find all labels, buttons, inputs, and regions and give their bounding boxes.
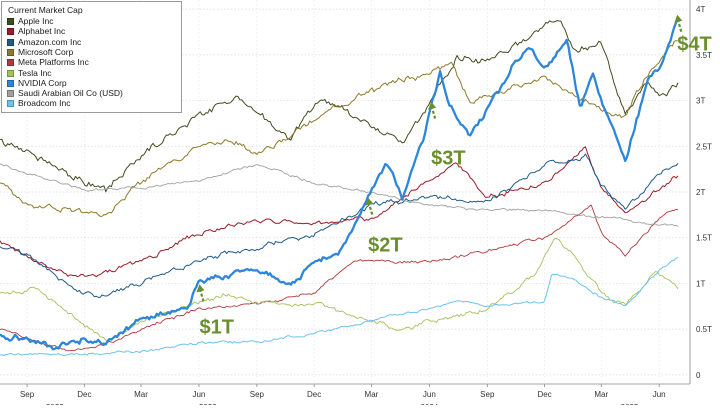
- x-tick-label: Dec: [77, 390, 91, 399]
- legend-item: Broadcom Inc: [7, 98, 70, 108]
- milestone-label: $4T: [677, 33, 711, 55]
- milestone-label: $2T: [368, 234, 402, 256]
- y-tick-label: 4T: [696, 5, 705, 14]
- series-line-apple-inc: [0, 20, 679, 193]
- legend-item: Microsoft Corp: [7, 47, 73, 57]
- legend-label: Tesla Inc: [18, 67, 52, 78]
- milestone-arrow-head: [428, 101, 437, 110]
- legend-item: Meta Platforms Inc: [7, 57, 89, 67]
- x-tick-label: Mar: [594, 390, 608, 399]
- legend-swatch: [7, 18, 14, 25]
- legend-label: Microsoft Corp: [18, 46, 74, 57]
- legend-item: NVIDIA Corp: [7, 78, 67, 88]
- y-tick-label: 2T: [696, 188, 705, 197]
- y-tick-label: 2.5T: [696, 142, 712, 151]
- legend-label: Amazon.com Inc: [18, 36, 82, 47]
- x-tick-label: Dec: [537, 390, 551, 399]
- series-line-nvidia-corp: [0, 15, 680, 351]
- milestone-label: $1T: [199, 317, 233, 339]
- legend-swatch: [7, 28, 14, 36]
- legend-label: Saudi Arabian Oil Co (USD): [18, 88, 123, 99]
- y-tick-label: 3T: [696, 97, 705, 106]
- y-tick-label: 0.5T: [696, 325, 712, 334]
- y-tick-label: 0: [696, 371, 701, 380]
- legend-label: NVIDIA Corp: [18, 77, 67, 88]
- legend-swatch: [7, 48, 14, 56]
- legend-item: Saudi Arabian Oil Co (USD): [7, 88, 123, 98]
- legend-swatch: [7, 69, 14, 77]
- milestone-label: $3T: [431, 148, 465, 170]
- milestone-annotation: $3T: [428, 101, 466, 170]
- legend: Current Market Cap Apple Inc Alphabet Inc…: [1, 1, 182, 113]
- y-tick-label: 1T: [696, 279, 705, 288]
- legend-label: Apple Inc: [18, 16, 54, 26]
- legend-item: Apple Inc: [7, 16, 53, 26]
- legend-item: Tesla Inc: [7, 68, 52, 78]
- milestone-annotation: $2T: [365, 197, 403, 257]
- series-line-saudi-arabian-oil-co-usd: [0, 163, 679, 227]
- series-line-microsoft-corp: [0, 40, 679, 217]
- legend-item: Alphabet Inc: [7, 26, 65, 36]
- x-tick-label: Jun: [192, 390, 205, 399]
- legend-swatch: [7, 59, 14, 67]
- milestone-annotation: $4T: [674, 14, 712, 56]
- x-tick-label: Sep: [20, 390, 35, 399]
- legend-label: Alphabet Inc: [18, 26, 66, 37]
- milestone-arrow-head: [365, 197, 374, 206]
- milestone-arrow-head: [674, 14, 683, 23]
- legend-title: Current Market Cap: [8, 5, 83, 15]
- x-tick-label: Mar: [134, 390, 148, 399]
- milestone-arrow-head: [196, 284, 205, 293]
- legend-swatch: [7, 38, 14, 46]
- x-tick-label: Sep: [250, 390, 265, 399]
- legend-item: Amazon.com Inc: [7, 37, 81, 47]
- series-line-amazon-com-inc: [0, 153, 679, 298]
- y-tick-label: 1.5T: [696, 234, 712, 243]
- legend-label: Broadcom Inc: [18, 98, 71, 109]
- milestone-annotation: $1T: [196, 284, 234, 339]
- x-tick-label: Jun: [653, 390, 666, 399]
- x-tick-label: Jun: [423, 390, 436, 399]
- series-line-alphabet-inc: [0, 146, 679, 278]
- legend-swatch: [7, 79, 14, 87]
- x-tick-label: Mar: [365, 390, 379, 399]
- series-line-broadcom-inc: [0, 257, 679, 357]
- legend-swatch: [7, 90, 14, 98]
- series-line-meta-platforms-inc: [0, 204, 679, 352]
- x-tick-label: Dec: [307, 390, 321, 399]
- y-tick-label: 3.5T: [696, 51, 712, 60]
- legend-swatch: [7, 100, 14, 108]
- legend-label: Meta Platforms Inc: [18, 57, 89, 68]
- x-tick-label: Sep: [480, 390, 495, 399]
